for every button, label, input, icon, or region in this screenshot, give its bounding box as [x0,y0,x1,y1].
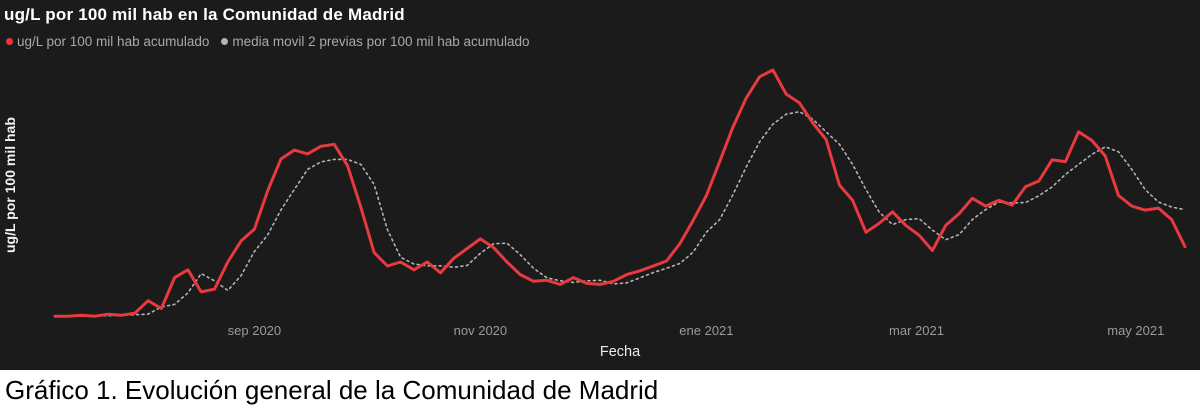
legend-item-accumulated: ug/L por 100 mil hab acumulado [6,34,209,49]
chart-title: ug/L por 100 mil hab en la Comunidad de … [4,5,405,24]
legend-item-moving-average: media movil 2 previas por 100 mil hab ac… [221,34,530,49]
x-tick-label: mar 2021 [889,323,944,338]
legend-label-accumulated: ug/L por 100 mil hab acumulado [17,34,210,49]
moving-average-line [80,110,1186,317]
line-chart: sep 2020 nov 2020 ene 2021 mar 2021 may 2021 [53,68,1187,338]
red-series-marker-icon [6,38,13,45]
chart-legend: ug/L por 100 mil hab acumulado media mov… [6,34,530,49]
x-tick-label: nov 2020 [454,323,508,338]
x-axis-label: Fecha [599,344,641,360]
main-series-line [53,68,1187,318]
x-tick-label: may 2021 [1107,323,1164,338]
x-tick-label: ene 2021 [679,323,733,338]
chart-panel: ug/L por 100 mil hab en la Comunidad de … [0,0,1200,370]
legend-label-moving-average: media movil 2 previas por 100 mil hab ac… [232,34,530,49]
gray-series-marker-icon [221,38,229,45]
x-tick-label: sep 2020 [228,323,282,338]
figure-caption: Gráfico 1. Evolución general de la Comun… [0,370,1200,412]
